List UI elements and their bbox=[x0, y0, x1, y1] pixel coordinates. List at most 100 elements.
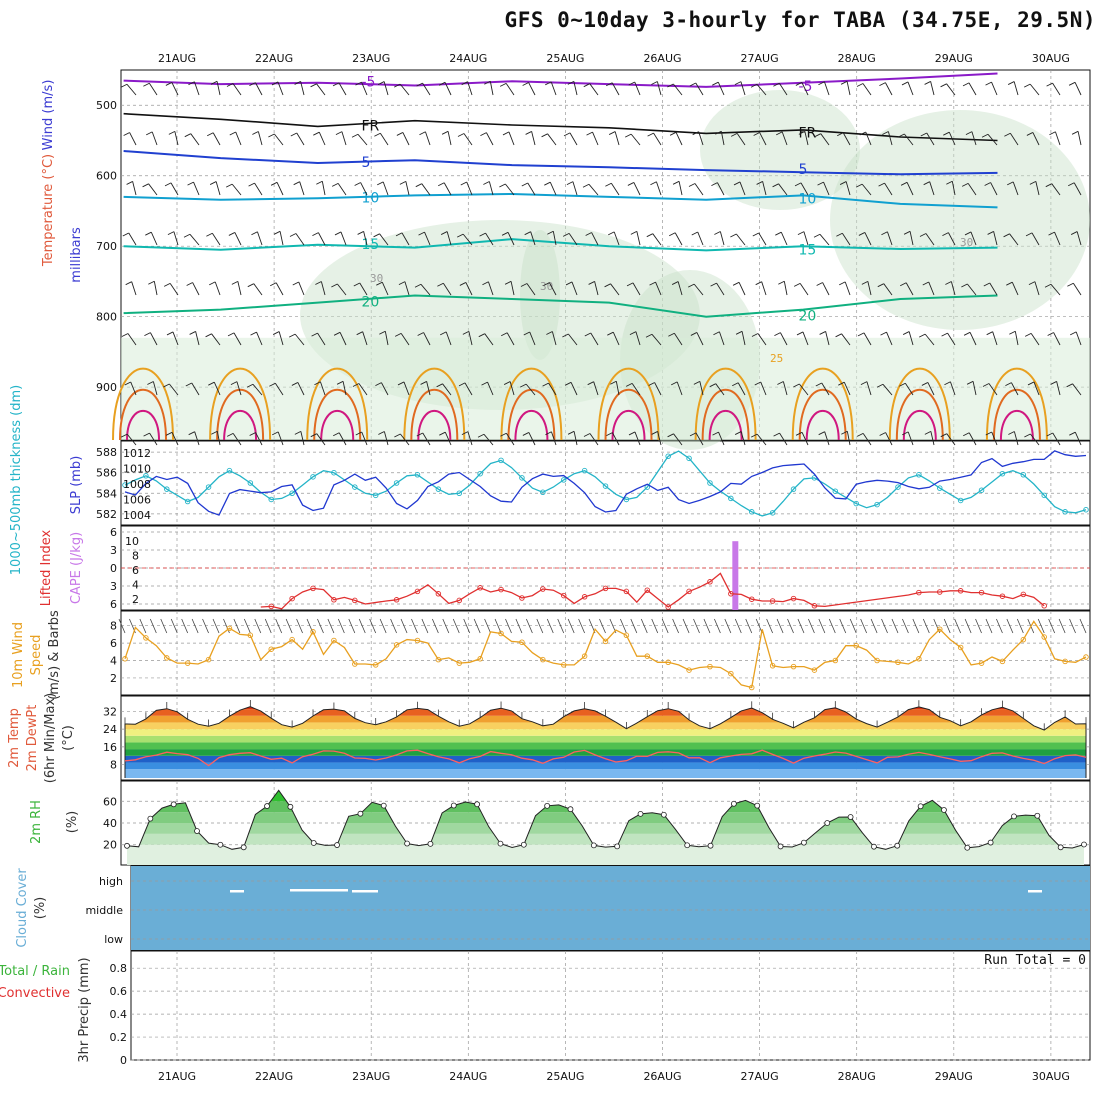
wind-barb-flag bbox=[144, 332, 151, 337]
wind-barb-flag bbox=[754, 381, 761, 386]
wind-barb-flag bbox=[733, 181, 741, 186]
rh-marker bbox=[147, 815, 154, 822]
wind-barb bbox=[298, 281, 305, 296]
wind10-line-marker bbox=[1062, 658, 1068, 665]
wind-barb-flag bbox=[606, 82, 613, 87]
wind-barb-flag bbox=[583, 83, 590, 88]
wind10-line-marker bbox=[435, 656, 442, 663]
wind-barb-flag bbox=[353, 282, 360, 287]
wind-barb-flag bbox=[624, 133, 632, 138]
slp-tick-label: 1010 bbox=[123, 463, 151, 476]
thickness-line-marker bbox=[289, 490, 295, 497]
wind-barb bbox=[252, 383, 263, 396]
wind-barb-flag bbox=[876, 383, 884, 388]
lifted-index-line-marker bbox=[686, 588, 692, 595]
wind-barb-flag bbox=[961, 182, 969, 187]
wind-barb-flag bbox=[961, 283, 968, 288]
wind-barb-flag bbox=[545, 81, 552, 86]
wind-barb-flag bbox=[562, 232, 570, 237]
wind-barb bbox=[695, 432, 704, 446]
wind10-barb bbox=[860, 618, 868, 634]
wind-barb-flag bbox=[437, 282, 444, 287]
surface-isotherm bbox=[805, 410, 840, 441]
wind-barb-flag bbox=[522, 432, 530, 436]
wind-barb-flag bbox=[501, 332, 508, 337]
wind10-barb bbox=[724, 618, 732, 634]
lifted-index-line-marker bbox=[811, 603, 818, 609]
surface-isotherm bbox=[507, 388, 556, 441]
wind-barb-flag bbox=[122, 232, 129, 237]
wind-barb-flag bbox=[583, 433, 591, 437]
wind-barb-flag bbox=[919, 233, 927, 237]
wind10-line-marker bbox=[623, 632, 630, 639]
wind-barb bbox=[845, 181, 851, 196]
wind-barb-flag bbox=[816, 282, 823, 286]
rh-marker bbox=[1034, 812, 1041, 819]
rh-marker bbox=[287, 803, 294, 810]
thickness-tick: 588 bbox=[96, 446, 117, 459]
isotherm-10 bbox=[123, 192, 998, 209]
wind-barb bbox=[614, 131, 620, 146]
wind-barb bbox=[130, 381, 137, 396]
thickness-line-marker bbox=[937, 485, 943, 491]
wind-barb bbox=[782, 381, 788, 396]
wind-barb-flag bbox=[918, 333, 926, 338]
thickness-line-marker bbox=[143, 473, 149, 479]
thickness-tick: 584 bbox=[96, 487, 117, 500]
wind-barb-flag bbox=[1024, 433, 1031, 438]
wind-barb-flag bbox=[124, 381, 131, 386]
wind-barb-flag bbox=[377, 81, 385, 85]
wind10-barb bbox=[567, 618, 575, 634]
wind-barb-flag bbox=[293, 181, 300, 186]
pressure-tick: 700 bbox=[96, 240, 117, 253]
wind10-line-marker bbox=[1020, 636, 1027, 643]
wind-barb-flag bbox=[649, 281, 656, 286]
wind-barb bbox=[422, 82, 431, 96]
wind-barb bbox=[443, 182, 452, 196]
wind-barb bbox=[907, 81, 914, 96]
wind-barb-flag bbox=[689, 432, 697, 437]
wind-barb-flag bbox=[357, 231, 364, 235]
thickness-line-marker bbox=[1083, 506, 1089, 513]
thickness-line-marker bbox=[874, 501, 880, 508]
wind10-barb bbox=[651, 618, 659, 634]
wind-barb-flag bbox=[563, 132, 571, 137]
lifted-index-line-marker bbox=[937, 589, 943, 595]
wind-barb-flag bbox=[310, 83, 317, 88]
wind-barb bbox=[215, 181, 221, 196]
rh-marker bbox=[497, 840, 504, 847]
wind-barb-flag bbox=[375, 382, 382, 387]
lifted-index-line-marker bbox=[769, 598, 776, 604]
wind-barb bbox=[861, 183, 872, 196]
wind-barb-flag bbox=[1003, 233, 1010, 238]
wind10-barb bbox=[808, 618, 815, 634]
wind10-barb bbox=[975, 618, 982, 634]
thickness-line-marker bbox=[310, 474, 316, 480]
wind-barb-flag bbox=[210, 80, 218, 85]
wind-barb bbox=[506, 332, 515, 346]
wind-barb-flag bbox=[628, 431, 636, 436]
wind-barb bbox=[993, 231, 998, 246]
wind-barb bbox=[904, 133, 914, 146]
wind10-barb bbox=[943, 618, 951, 634]
wind-barb-flag bbox=[608, 231, 615, 236]
temp-band bbox=[125, 706, 1086, 710]
wind-barb bbox=[568, 233, 578, 246]
wind-barb bbox=[505, 183, 515, 196]
wind-barb bbox=[379, 233, 389, 246]
wind-barb-flag bbox=[668, 332, 675, 337]
wind-barb bbox=[909, 231, 914, 246]
wind-barb-flag bbox=[209, 281, 216, 286]
wind-barb bbox=[213, 382, 221, 396]
wind-barb bbox=[547, 133, 557, 146]
wind-barb-flag bbox=[861, 280, 869, 285]
wind-barb-flag bbox=[1025, 232, 1033, 237]
wind-barb bbox=[762, 181, 767, 196]
wind-barb bbox=[948, 132, 956, 146]
wind-barb bbox=[403, 381, 410, 396]
rh-marker bbox=[544, 802, 551, 809]
wind-barb bbox=[338, 82, 347, 96]
wind-barb-flag bbox=[777, 381, 784, 385]
wind10-line-marker bbox=[978, 660, 985, 666]
thickness-line-marker bbox=[205, 484, 212, 490]
